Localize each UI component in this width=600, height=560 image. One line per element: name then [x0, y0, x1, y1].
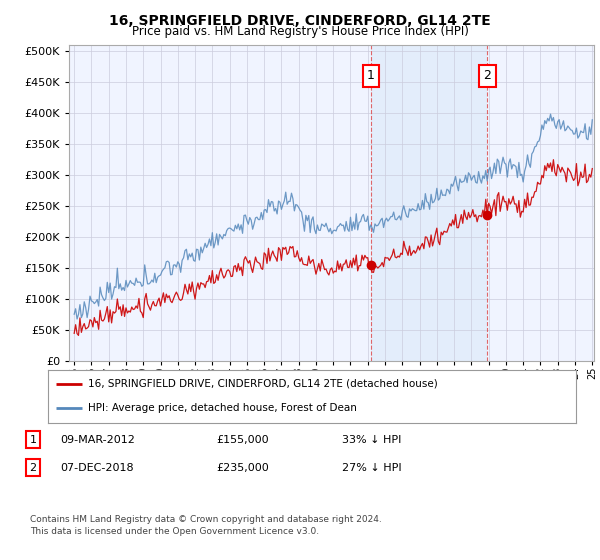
Text: 16, SPRINGFIELD DRIVE, CINDERFORD, GL14 2TE (detached house): 16, SPRINGFIELD DRIVE, CINDERFORD, GL14 …	[88, 379, 437, 389]
Text: 2: 2	[29, 463, 37, 473]
Text: 1: 1	[29, 435, 37, 445]
Text: 1: 1	[367, 69, 375, 82]
Text: 09-MAR-2012: 09-MAR-2012	[60, 435, 135, 445]
Text: This data is licensed under the Open Government Licence v3.0.: This data is licensed under the Open Gov…	[30, 528, 319, 536]
Text: 27% ↓ HPI: 27% ↓ HPI	[342, 463, 401, 473]
Text: £235,000: £235,000	[216, 463, 269, 473]
Text: 16, SPRINGFIELD DRIVE, CINDERFORD, GL14 2TE: 16, SPRINGFIELD DRIVE, CINDERFORD, GL14 …	[109, 14, 491, 28]
Text: Contains HM Land Registry data © Crown copyright and database right 2024.: Contains HM Land Registry data © Crown c…	[30, 515, 382, 524]
Text: 07-DEC-2018: 07-DEC-2018	[60, 463, 134, 473]
Text: £155,000: £155,000	[216, 435, 269, 445]
Bar	[371, 45, 487, 361]
Text: 33% ↓ HPI: 33% ↓ HPI	[342, 435, 401, 445]
Text: 2: 2	[484, 69, 491, 82]
Text: HPI: Average price, detached house, Forest of Dean: HPI: Average price, detached house, Fore…	[88, 403, 356, 413]
Text: Price paid vs. HM Land Registry's House Price Index (HPI): Price paid vs. HM Land Registry's House …	[131, 25, 469, 38]
